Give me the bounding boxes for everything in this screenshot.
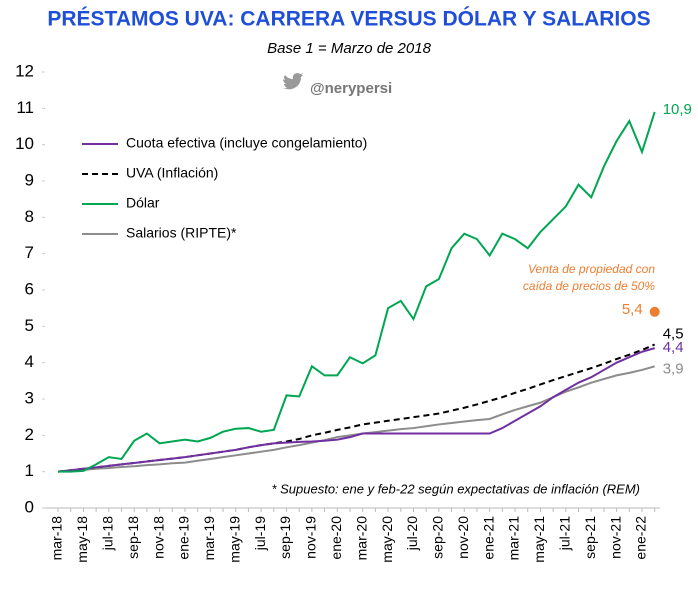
y-tick-label: 0 <box>25 497 34 516</box>
end-label: 3,9 <box>663 360 684 377</box>
footnote: * Supuesto: ene y feb-22 según expectati… <box>271 481 640 496</box>
y-tick-label: 2 <box>25 425 34 444</box>
x-tick-label: sep-18 <box>125 516 141 559</box>
highlight-note: caída de precios de 50% <box>523 279 655 293</box>
x-tick-label: nov-18 <box>150 516 166 559</box>
x-tick-label: sep-21 <box>582 516 598 559</box>
x-tick-label: nov-21 <box>607 516 623 559</box>
twitter-icon <box>280 73 303 90</box>
x-tick-label: sep-20 <box>430 516 446 559</box>
x-tick-label: jul-18 <box>99 516 115 551</box>
watermark: @nerypersi <box>310 80 392 97</box>
end-label: 10,9 <box>663 101 692 118</box>
x-tick-label: mar-21 <box>506 516 522 561</box>
legend-label: Salarios (RIPTE)* <box>126 225 237 241</box>
x-tick-label: jul-19 <box>252 516 268 551</box>
x-tick-label: may-19 <box>226 516 242 563</box>
highlight-note: Venta de propiedad con <box>528 262 655 276</box>
x-tick-label: jul-21 <box>557 516 573 551</box>
x-tick-label: ene-21 <box>480 516 496 560</box>
series-line <box>57 347 655 473</box>
x-tick-label: may-21 <box>531 516 547 563</box>
x-tick-label: may-18 <box>74 516 90 563</box>
y-tick-label: 4 <box>25 352 34 371</box>
y-tick-label: 7 <box>25 243 34 262</box>
y-tick-label: 12 <box>15 61 34 80</box>
chart-title: PRÉSTAMOS UVA: CARRERA VERSUS DÓLAR Y SA… <box>47 7 650 31</box>
x-tick-label: ene-22 <box>633 516 649 560</box>
chart-subtitle: Base 1 = Marzo de 2018 <box>267 40 432 57</box>
x-tick-label: nov-19 <box>303 516 319 559</box>
x-tick-label: ene-20 <box>328 516 344 560</box>
y-tick-label: 6 <box>25 279 34 298</box>
series-line <box>57 365 655 473</box>
x-tick-label: ene-19 <box>176 516 192 560</box>
x-tick-label: mar-20 <box>353 516 369 561</box>
end-label: 4,5 <box>663 325 684 342</box>
x-tick-label: mar-18 <box>49 516 65 561</box>
y-tick-label: 1 <box>25 461 34 480</box>
y-tick-label: 11 <box>16 98 34 117</box>
x-tick-label: sep-19 <box>277 516 293 559</box>
y-tick-label: 3 <box>25 388 34 407</box>
highlight-label: 5,4 <box>622 301 643 318</box>
x-tick-label: jul-20 <box>404 516 420 551</box>
highlight-point <box>649 306 660 317</box>
end-label: 4,4 <box>663 339 684 356</box>
y-tick-label: 9 <box>25 170 34 189</box>
y-tick-label: 5 <box>25 316 34 335</box>
legend-label: Dólar <box>126 195 160 211</box>
y-tick-label: 10 <box>15 134 34 153</box>
legend-label: Cuota efectiva (incluye congelamiento) <box>126 135 367 151</box>
series-line <box>58 111 656 473</box>
series-line <box>57 343 656 473</box>
x-tick-label: mar-19 <box>201 516 217 561</box>
x-tick-label: nov-20 <box>455 516 471 559</box>
y-tick-label: 8 <box>25 207 34 226</box>
legend-label: UVA (Inflación) <box>126 165 218 181</box>
x-tick-label: may-20 <box>379 516 395 563</box>
